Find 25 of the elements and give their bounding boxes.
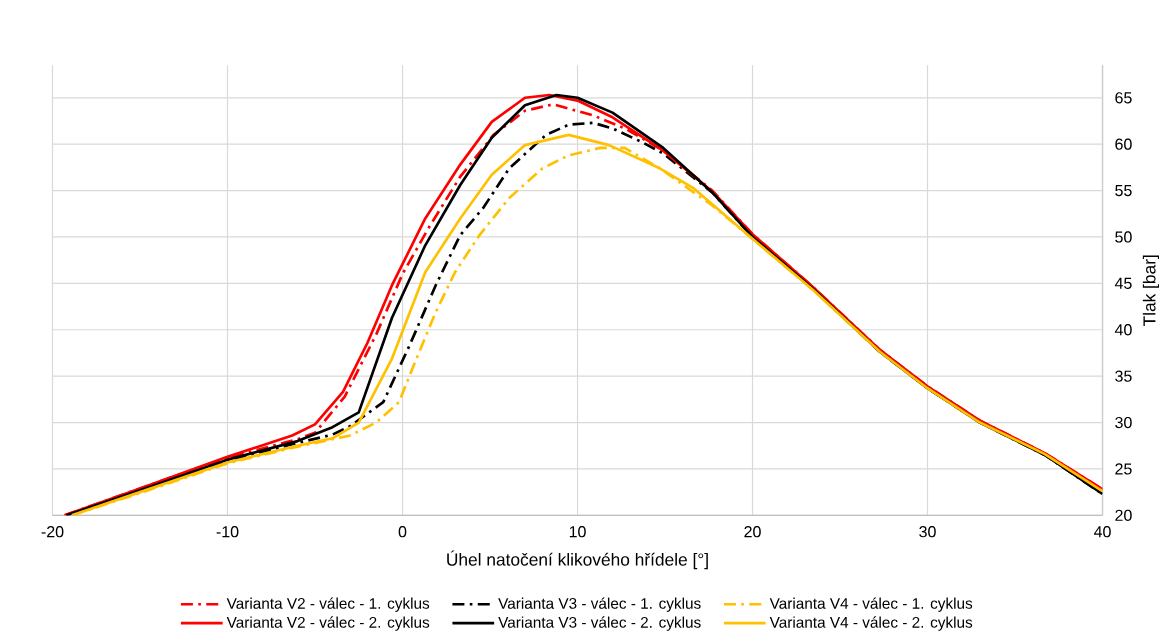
y-tick-label: 55 [1115, 184, 1132, 197]
y-tick-label: 25 [1115, 463, 1132, 475]
x-tick-label: 40 [1093, 525, 1111, 538]
y-tick-label: 35 [1115, 370, 1132, 382]
x-tick-label: -10 [216, 525, 239, 538]
y-tick-label: 30 [1115, 416, 1132, 429]
x-tick-label: 20 [744, 525, 761, 538]
y-tick-label: 40 [1114, 323, 1132, 336]
y-tick-label: 20 [1115, 509, 1132, 521]
legend-label: Varianta V4 - válec - 1. cyklus [769, 597, 973, 612]
x-axis-title: Úhel natočení klikového hřídele [°] [447, 550, 708, 570]
x-tick-label: -20 [41, 525, 64, 538]
x-tick-label: 30 [919, 525, 936, 538]
y-tick-label: 45 [1114, 277, 1132, 289]
legend-label: Varianta V2 - válec - 2. cyklus [226, 616, 430, 631]
y-tick-label: 60 [1115, 138, 1132, 150]
y-tick-label: 50 [1115, 231, 1132, 243]
x-tick-label: 10 [569, 525, 586, 538]
legend-label: Varianta V3 - válec - 1. cyklus [498, 597, 701, 612]
y-tick-label: 65 [1115, 92, 1132, 104]
legend-label: Varianta V4 - válec - 2. cyklus [769, 616, 973, 631]
legend-label: Varianta V3 - válec - 2. cyklus [498, 616, 701, 631]
y-axis-title: Tlak [bar] [1142, 255, 1159, 326]
x-tick-label: 0 [398, 525, 407, 538]
legend-label: Varianta V2 - válec - 1. cyklus [226, 597, 430, 612]
